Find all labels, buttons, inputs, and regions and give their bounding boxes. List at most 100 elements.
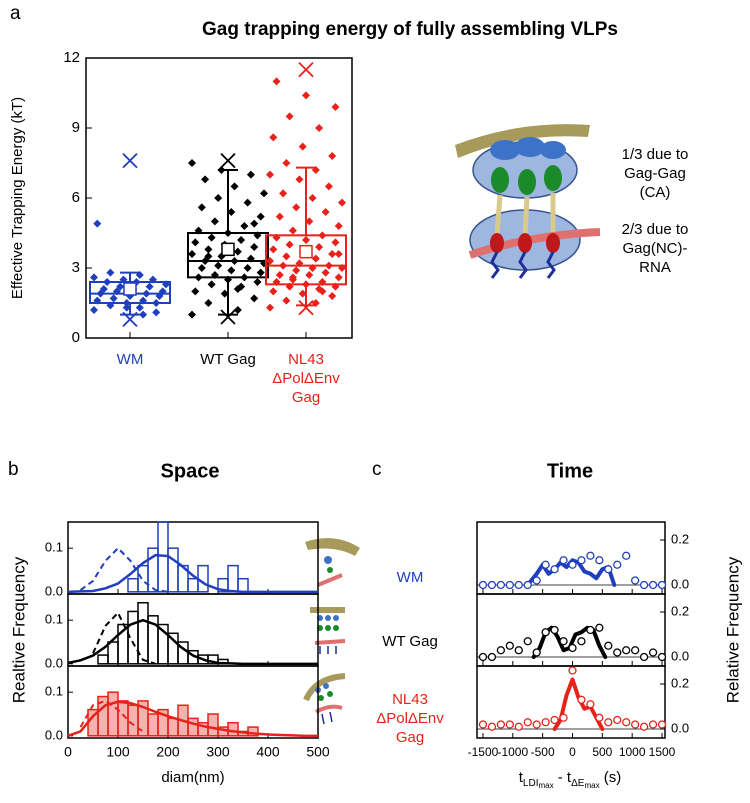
data-point (631, 646, 640, 655)
data-point (496, 720, 506, 729)
data-point (282, 296, 291, 305)
extreme (122, 153, 138, 169)
data-point (604, 718, 613, 727)
data-point (541, 718, 550, 727)
data-point (135, 303, 144, 312)
data-point (577, 695, 586, 704)
plot-frame (476, 665, 666, 739)
fit-curve (67, 553, 318, 594)
histogram-bar (227, 564, 239, 593)
data-point (595, 623, 604, 632)
y-tick-label: 0.1 (45, 540, 63, 555)
data-point (514, 722, 523, 731)
data-point (243, 198, 252, 207)
data-point (595, 556, 604, 565)
data-point (532, 648, 541, 657)
data-point (237, 236, 246, 244)
y-tick-label: 6 (72, 189, 80, 206)
data-point (478, 580, 488, 590)
data-point (613, 648, 622, 657)
data-point (256, 268, 265, 277)
data-point (328, 250, 337, 258)
data-point (90, 306, 98, 314)
data-point (220, 289, 229, 298)
x-label-part: ΔE (571, 778, 585, 789)
data-point (487, 580, 497, 590)
y-axis-label: Relative Frequency (723, 556, 742, 703)
data-point (266, 170, 274, 179)
chart-title: Gag trapping energy of fully assembling … (202, 19, 618, 40)
data-point (328, 292, 337, 300)
data-point (282, 159, 291, 167)
data-point (505, 720, 514, 729)
x-tick-label: -1500 (468, 745, 499, 759)
data-point (269, 287, 278, 296)
data-point (197, 203, 206, 212)
data-point (622, 646, 631, 655)
histogram-bar (107, 641, 119, 665)
x-tick-label: WT Gag (200, 351, 256, 368)
data-point (139, 310, 148, 319)
data-point (246, 170, 255, 179)
data-point (568, 643, 577, 653)
x-label-part: t (519, 769, 524, 786)
data-point (550, 625, 559, 635)
data-point (109, 294, 118, 303)
schematic (455, 124, 601, 279)
y-tick-label: 0.2 (671, 603, 689, 618)
data-point (622, 718, 631, 727)
dashed-curve (79, 699, 144, 733)
x-tick-label: 100 (106, 744, 130, 760)
data-point (260, 189, 268, 198)
y-tick-label: 12 (63, 49, 80, 66)
data-point (266, 257, 274, 265)
histogram-bar (207, 713, 219, 737)
data-point (233, 306, 242, 314)
data-point (532, 720, 541, 729)
x-tick-label: 500 (592, 745, 612, 759)
data-point (204, 299, 213, 307)
plot-frame (476, 593, 666, 667)
histogram-bar (137, 564, 149, 593)
data-point (568, 560, 577, 569)
x-tick-label: 200 (156, 744, 180, 760)
data-point (586, 551, 595, 560)
panel-label: a (10, 3, 21, 24)
dashed-curve (79, 546, 169, 593)
data-point (648, 720, 658, 729)
extreme (298, 300, 314, 316)
data-point (311, 254, 320, 263)
data-point (233, 247, 242, 256)
data-point (266, 303, 274, 312)
mean (299, 244, 313, 259)
data-point (478, 652, 488, 662)
data-point (523, 580, 532, 590)
data-point (541, 560, 550, 569)
extreme (220, 153, 236, 169)
data-point (188, 159, 196, 167)
data-point (152, 308, 161, 317)
data-point (243, 264, 252, 272)
data-point (639, 652, 649, 662)
y-tick-label: 0.0 (671, 648, 689, 663)
x-tick-label: 1500 (649, 745, 676, 759)
data-point (487, 652, 497, 662)
data-point (250, 219, 259, 228)
data-point (230, 182, 239, 191)
x-label-part: LDI (523, 778, 539, 789)
y-tick-label: 0.0 (45, 583, 63, 598)
data-point (604, 565, 613, 574)
y-tick-label: 3 (72, 259, 80, 276)
data-point (639, 580, 649, 590)
fit-curve (552, 677, 605, 731)
extreme (220, 309, 236, 325)
data-point (204, 252, 213, 261)
x-tick-label: 1000 (619, 745, 646, 759)
data-point (250, 294, 259, 303)
mean (221, 242, 235, 257)
data-point (478, 720, 488, 729)
data-point (99, 285, 108, 293)
x-tick-label: 300 (206, 744, 230, 760)
x-axis-label: tLDImax - tΔEmax (s) (519, 769, 622, 790)
